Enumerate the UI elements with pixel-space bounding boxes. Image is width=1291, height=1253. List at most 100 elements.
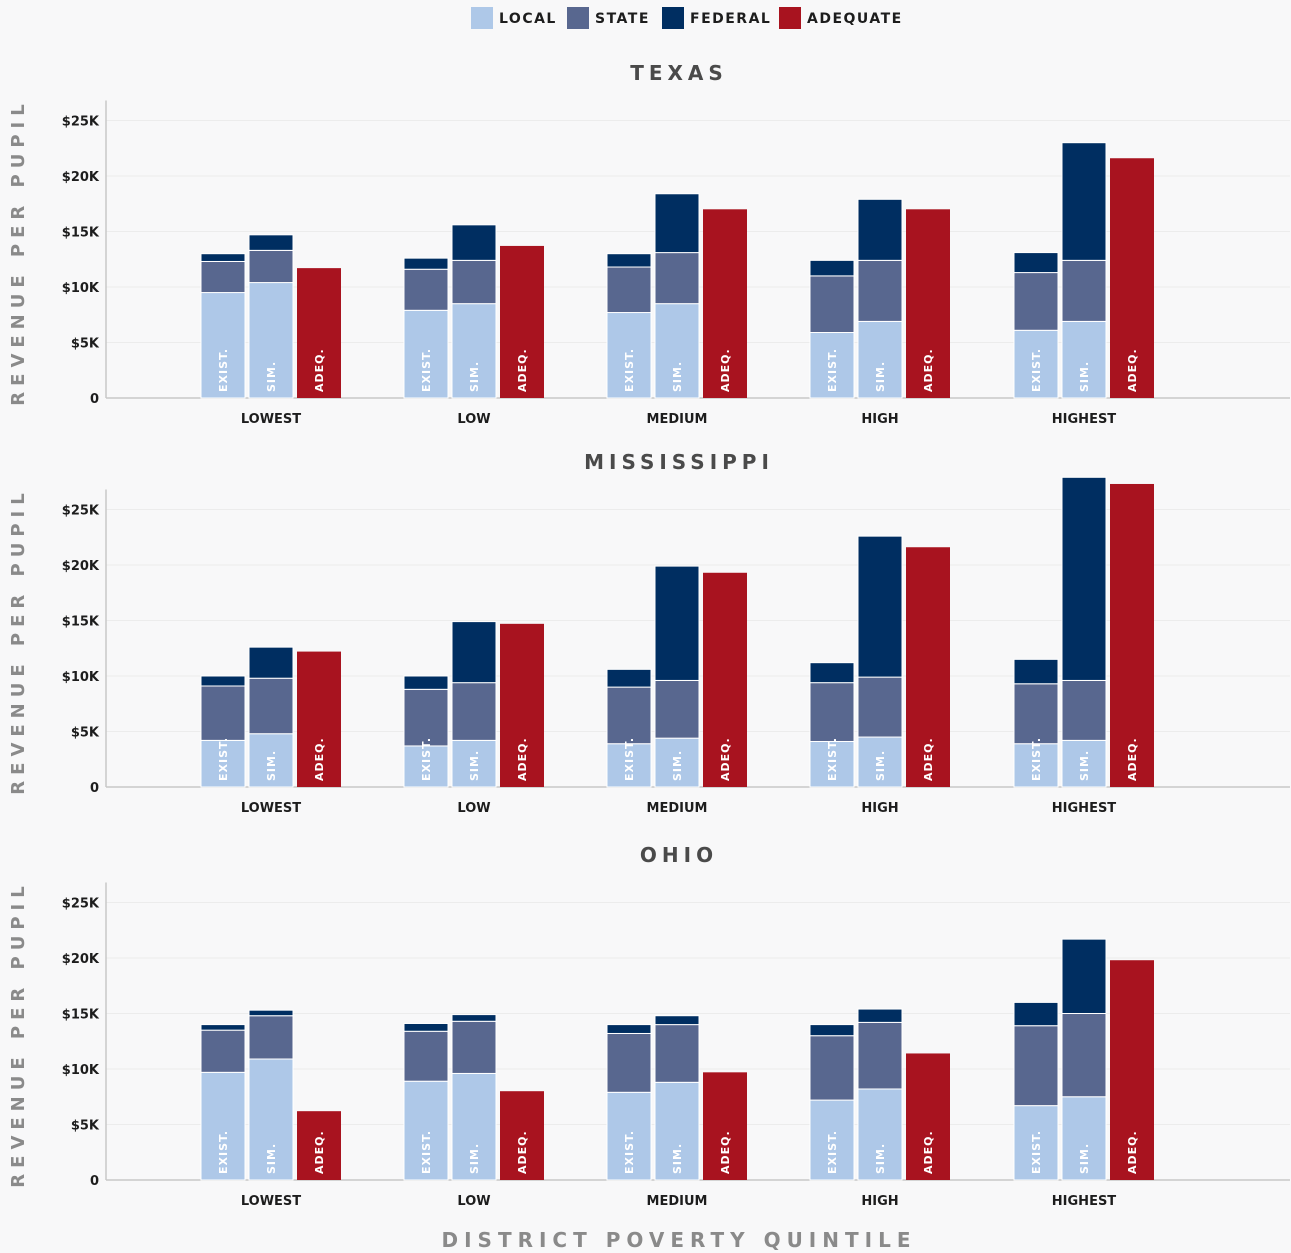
bar-adequate-medium xyxy=(703,1072,747,1180)
bar-simulated-federal-medium xyxy=(654,565,700,681)
panel-texas: TEXAS REVENUE PER PUPIL 0 $5K $10K $15K $20K $2… xyxy=(8,61,1290,427)
bar-simulated-federal-lowest xyxy=(248,1009,294,1017)
bar-existing-federal-high xyxy=(809,1024,855,1037)
bar-label-simulated: SIM. xyxy=(265,1143,278,1174)
legend-label-federal: FEDERAL xyxy=(690,11,771,27)
bar-label-simulated: SIM. xyxy=(1078,361,1091,392)
bar-existing-local-low xyxy=(403,745,449,788)
bar-label-adequate: ADEQ. xyxy=(922,348,935,392)
bar-existing-local-lowest xyxy=(200,739,246,788)
bar-simulated-local-lowest xyxy=(248,1058,294,1181)
bar-label-adequate: ADEQ. xyxy=(719,1130,732,1174)
bar-label-existing: EXIST. xyxy=(420,348,433,392)
bar-simulated-state-medium xyxy=(654,1024,700,1083)
category-label: LOW xyxy=(457,801,490,816)
bar-label-adequate: ADEQ. xyxy=(1126,1130,1139,1174)
bar-adequate-low xyxy=(500,245,544,398)
bar-existing-federal-medium xyxy=(606,253,652,268)
bar-label-existing: EXIST. xyxy=(217,737,230,781)
panel-mississippi: MISSISSIPPI REVENUE PER PUPIL 0 $5K $10K $15K… xyxy=(8,450,1290,816)
bar-simulated-state-lowest xyxy=(248,677,294,735)
y-tick-label: $5K xyxy=(71,1119,100,1134)
bar-label-simulated: SIM. xyxy=(1078,1143,1091,1174)
bar-simulated-state-highest xyxy=(1061,1013,1107,1098)
bar-simulated-federal-high xyxy=(857,535,903,678)
bar-existing-state-highest xyxy=(1013,683,1059,745)
y-tick-label: $20K xyxy=(62,559,100,574)
y-tick-label: $10K xyxy=(62,1063,100,1078)
legend-label-state: STATE xyxy=(595,11,650,27)
category-label: LOW xyxy=(457,1194,490,1209)
y-tick-label: 0 xyxy=(90,1174,99,1189)
category-label: HIGH xyxy=(861,1194,898,1209)
bar-label-adequate: ADEQ. xyxy=(1126,737,1139,781)
bar-label-simulated: SIM. xyxy=(671,361,684,392)
bar-label-existing: EXIST. xyxy=(623,1130,636,1174)
category-label: LOWEST xyxy=(241,1194,301,1209)
bar-existing-federal-low xyxy=(403,1022,449,1032)
bar-label-existing: EXIST. xyxy=(826,348,839,392)
bar-simulated-state-high xyxy=(857,259,903,322)
bar-simulated-federal-highest xyxy=(1061,142,1107,261)
bar-label-adequate: ADEQ. xyxy=(516,1130,529,1174)
bar-simulated-local-medium xyxy=(654,737,700,788)
bar-existing-federal-high xyxy=(809,662,855,684)
bar-simulated-state-highest xyxy=(1061,679,1107,741)
y-tick-label: $15K xyxy=(62,615,100,630)
panel-title: OHIO xyxy=(640,843,718,867)
y-tick-label: $20K xyxy=(62,952,100,967)
y-tick-label: $5K xyxy=(71,726,100,741)
y-axis-title: REVENUE PER PUPIL xyxy=(8,880,29,1187)
bar-existing-state-high xyxy=(809,275,855,334)
bar-existing-local-medium xyxy=(606,312,652,399)
bar-adequate-lowest xyxy=(297,651,341,787)
bar-simulated-local-medium xyxy=(654,1081,700,1181)
bar-label-simulated: SIM. xyxy=(874,361,887,392)
bar-existing-local-medium xyxy=(606,743,652,788)
bar-simulated-state-medium xyxy=(654,252,700,305)
bar-existing-local-low xyxy=(403,309,449,399)
category-label: HIGHEST xyxy=(1052,1194,1117,1209)
bar-simulated-federal-highest xyxy=(1061,938,1107,1015)
bar-existing-state-highest xyxy=(1013,1025,1059,1107)
bar-existing-federal-high xyxy=(809,259,855,277)
category-label: HIGH xyxy=(861,801,898,816)
bar-label-simulated: SIM. xyxy=(671,1143,684,1174)
bar-label-existing: EXIST. xyxy=(420,737,433,781)
bar-simulated-state-high xyxy=(857,1021,903,1090)
bar-existing-local-high xyxy=(809,740,855,788)
bar-label-simulated: SIM. xyxy=(468,1143,481,1174)
bar-label-adequate: ADEQ. xyxy=(313,737,326,781)
bar-existing-state-medium xyxy=(606,686,652,745)
bar-simulated-local-medium xyxy=(654,303,700,399)
bar-existing-federal-lowest xyxy=(200,253,246,262)
bar-simulated-local-low xyxy=(451,1072,497,1181)
bar-existing-local-high xyxy=(809,1099,855,1181)
legend-swatch-federal xyxy=(662,7,684,29)
bar-label-simulated: SIM. xyxy=(671,750,684,781)
bar-simulated-federal-low xyxy=(451,621,497,684)
bar-existing-state-highest xyxy=(1013,272,1059,331)
y-axis-title: REVENUE PER PUPIL xyxy=(8,98,29,405)
bar-simulated-federal-low xyxy=(451,224,497,261)
bar-label-adequate: ADEQ. xyxy=(719,348,732,392)
bar-label-existing: EXIST. xyxy=(826,737,839,781)
bar-simulated-federal-low xyxy=(451,1014,497,1022)
category-label: MEDIUM xyxy=(647,412,708,427)
category-label: LOW xyxy=(457,412,490,427)
bar-simulated-state-low xyxy=(451,1020,497,1074)
bar-label-adequate: ADEQ. xyxy=(516,737,529,781)
bar-simulated-state-lowest xyxy=(248,1015,294,1060)
y-tick-label: $25K xyxy=(62,504,100,519)
chart-panels: TEXAS REVENUE PER PUPIL 0 $5K $10K $15K $20K $2… xyxy=(8,61,1290,1209)
bar-existing-state-lowest xyxy=(200,685,246,741)
bar-existing-state-low xyxy=(403,688,449,747)
category-label: HIGHEST xyxy=(1052,801,1117,816)
bar-simulated-federal-medium xyxy=(654,193,700,254)
bar-existing-federal-low xyxy=(403,257,449,270)
bar-label-simulated: SIM. xyxy=(265,361,278,392)
bar-simulated-federal-highest xyxy=(1061,476,1107,681)
legend-swatch-local xyxy=(471,7,493,29)
bar-existing-federal-highest xyxy=(1013,1001,1059,1027)
